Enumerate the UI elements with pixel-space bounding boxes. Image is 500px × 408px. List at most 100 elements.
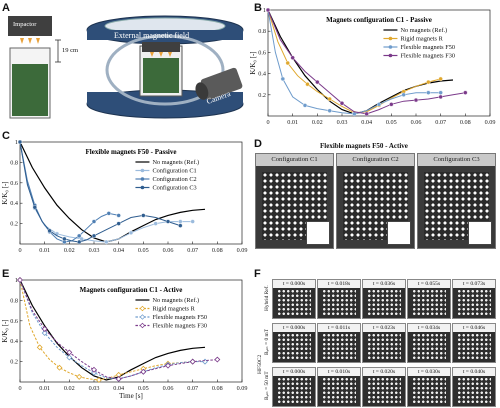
frame-lattice — [277, 377, 311, 403]
x-tick-label: 0.07 — [435, 119, 446, 126]
y-tick-label: 0.8 — [10, 297, 18, 304]
data-point — [302, 103, 308, 108]
frame-lattice — [412, 333, 446, 359]
frame-image: t = 0.000s — [272, 279, 316, 319]
y-axis-label: K/K₀ [-] — [1, 319, 9, 342]
legend-marker — [388, 36, 393, 41]
data-point — [32, 205, 37, 210]
data-point — [265, 7, 271, 13]
x-tick-label: 0.09 — [485, 119, 496, 126]
y-tick-label: 0.6 — [10, 180, 18, 187]
data-point — [95, 376, 102, 383]
frame-image: t = 0.018s — [317, 279, 361, 319]
frame-time-label: t = 0.000s — [273, 280, 315, 288]
data-point — [91, 366, 97, 373]
frame-time-label: t = 0.034s — [408, 324, 450, 332]
frame-lattice — [322, 289, 356, 315]
x-tick-label: 0.02 — [312, 119, 323, 126]
plot-frame — [19, 141, 243, 245]
legend-entry: Configuration C1 — [152, 168, 196, 175]
data-point — [106, 211, 112, 216]
row-label-1: Bₐₙₜ = 0 mT — [264, 329, 270, 355]
x-tick-label: 0.05 — [386, 119, 397, 126]
group-label: HF50C2 — [257, 354, 263, 374]
data-point — [376, 102, 382, 107]
frame-image: t = 0.055s — [407, 279, 451, 319]
panel-label-c: C — [2, 130, 10, 142]
frame-lattice — [322, 377, 356, 403]
legend-entry: No magnets (Ref.) — [152, 159, 199, 166]
data-point — [17, 277, 23, 283]
frame-time-label: t = 0.023s — [363, 324, 405, 332]
x-tick-label: 0.03 — [89, 247, 100, 254]
data-point — [76, 239, 82, 245]
legend-marker — [139, 322, 146, 329]
x-tick-label: 0 — [266, 119, 269, 126]
data-point — [66, 354, 73, 361]
frame-lattice — [457, 289, 491, 315]
data-point — [438, 76, 443, 82]
data-point — [280, 76, 285, 82]
legend-entry: Configuration C2 — [152, 176, 196, 183]
x-tick-label: 0.02 — [64, 385, 75, 392]
data-point — [315, 79, 320, 85]
data-point — [141, 213, 146, 218]
x-tick-label: 0.05 — [138, 247, 149, 254]
data-point — [56, 364, 63, 371]
frame-lattice — [277, 289, 311, 315]
frame-lattice — [367, 333, 401, 359]
legend-entry: No magnets (Ref.) — [400, 27, 447, 34]
legend-marker — [140, 185, 145, 190]
chart-title: Flexible magnets F50 - Passive — [86, 148, 177, 156]
x-tick-label: 0.05 — [138, 385, 149, 392]
config-c2-inset — [387, 221, 411, 245]
x-tick-label: 0.08 — [212, 385, 223, 392]
frame-image: t = 0.000s — [272, 323, 316, 363]
chart-title: Magnets configuration C1 - Active — [80, 286, 183, 294]
config-c1-inset — [306, 221, 330, 245]
plot-frame — [267, 9, 491, 117]
data-point — [463, 90, 468, 95]
data-point — [140, 368, 147, 375]
data-point — [413, 97, 419, 103]
x-tick-label: 0.07 — [187, 385, 198, 392]
y-tick-label: 0.6 — [258, 49, 266, 56]
impactor-label: Impactor — [13, 21, 37, 28]
panel-label-e: E — [2, 268, 10, 280]
frame-time-label: t = 0.040s — [453, 368, 495, 376]
frame-image: t = 0.000s — [272, 367, 316, 407]
frame-lattice — [457, 377, 491, 403]
legend-entry: Flexible magnets F30 — [152, 323, 207, 330]
data-point — [364, 111, 369, 117]
x-tick-label: 0.09 — [237, 247, 248, 254]
data-point — [426, 79, 431, 85]
camera-icon — [200, 67, 243, 100]
series-line — [19, 279, 205, 380]
frame-time-label: t = 0.000s — [273, 368, 315, 376]
panel-label-f: F — [254, 268, 261, 280]
legend-entry: Flexible magnets F50 — [400, 44, 455, 51]
data-point — [116, 213, 121, 218]
data-point — [165, 362, 171, 369]
frame-image: t = 0.030s — [407, 367, 451, 407]
frame-lattice — [367, 377, 401, 403]
config-c2-image: Configuration C2 — [336, 153, 415, 249]
chart-b: Magnets configuration C1 - Passive 0.2 0.4… — [250, 7, 496, 126]
data-point — [153, 221, 158, 226]
row-label-0: Hybrid Ref. — [264, 285, 270, 311]
data-point — [91, 219, 97, 224]
frame-time-label: t = 0.018s — [318, 280, 360, 288]
legend-entry: Rigid magnets R — [152, 306, 195, 313]
data-point — [91, 369, 97, 376]
frame-image: t = 0.020s — [362, 367, 406, 407]
y-tick-label: 1 — [263, 7, 266, 14]
data-point — [128, 230, 134, 235]
lattice-specimen — [12, 64, 48, 116]
data-point — [104, 239, 109, 245]
panel-label-d: D — [254, 138, 262, 150]
data-point — [189, 358, 196, 365]
x-tick-label: 0.06 — [411, 119, 422, 126]
x-tick-label: 0.04 — [113, 247, 124, 254]
chart-c: Flexible magnets F50 - Passive 0.2 0.4 0.6 0… — [1, 139, 248, 254]
x-axis-label: Time [s] — [119, 392, 143, 400]
